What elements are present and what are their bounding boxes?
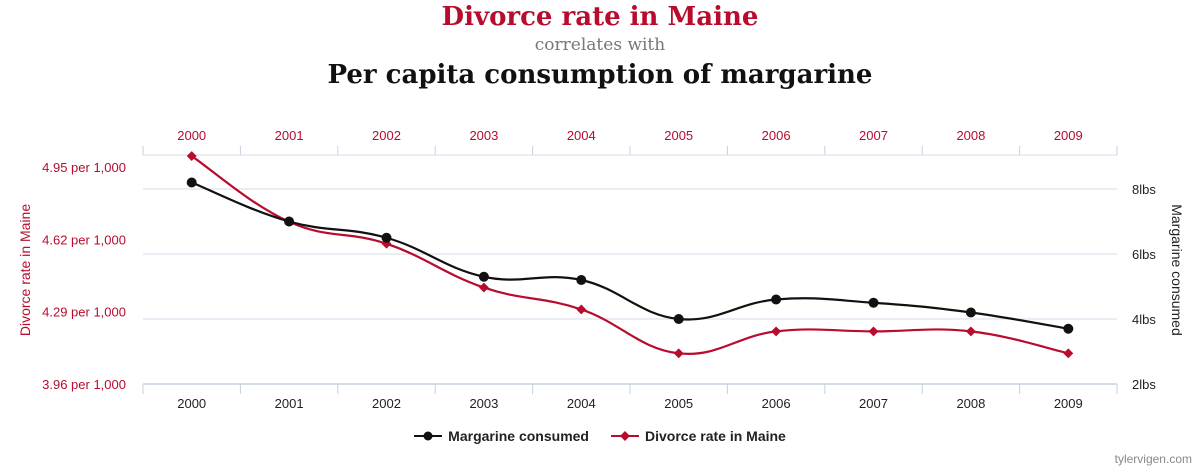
legend-divorce-marker-icon (611, 431, 639, 441)
top-x-tick-label: 2002 (372, 128, 401, 143)
chart-connector: correlates with (534, 35, 666, 55)
top-x-tick-label: 2008 (956, 128, 985, 143)
top-x-tick-label: 2003 (469, 128, 498, 143)
margarine-point (868, 297, 879, 308)
bottom-x-tick-label: 2000 (177, 396, 206, 411)
top-x-tick-label: 2000 (177, 128, 206, 143)
margarine-point (576, 275, 587, 285)
top-x-tick-label: 2004 (567, 128, 596, 143)
margarine-point (965, 307, 976, 318)
bottom-x-tick-label: 2008 (956, 396, 985, 411)
divorce-point (868, 326, 879, 337)
legend-margarine-marker-icon (414, 431, 443, 441)
margarine-point (673, 314, 684, 324)
legend-item-divorce[interactable]: Divorce rate in Maine (611, 428, 786, 444)
bottom-x-tick-label: 2005 (664, 396, 693, 411)
top-x-tick-label: 2001 (275, 128, 304, 143)
top-x-tick-label: 2007 (859, 128, 888, 143)
chart-subtitle: Per capita consumption of margarine (327, 60, 873, 90)
credit-text[interactable]: tylervigen.com (1114, 452, 1192, 466)
left-axis-title: Divorce rate in Maine (17, 204, 33, 336)
right-y-tick-label: 8lbs (1132, 182, 1156, 197)
divorce-point (673, 348, 684, 359)
margarine-point (284, 216, 295, 227)
legend-label-margarine: Margarine consumed (448, 428, 589, 444)
divorce-point (478, 282, 489, 293)
right-y-tick-label: 2lbs (1132, 377, 1156, 392)
divorce-point (186, 151, 197, 161)
bottom-x-tick-label: 2003 (469, 396, 498, 411)
top-x-tick-label: 2006 (762, 128, 791, 143)
legend-label-divorce: Divorce rate in Maine (645, 428, 786, 444)
top-x-tick-label: 2009 (1054, 128, 1083, 143)
divorce-point (576, 304, 587, 315)
left-y-tick-label: 4.29 per 1,000 (42, 305, 126, 320)
left-y-tick-label: 4.95 per 1,000 (42, 160, 126, 175)
divorce-point (965, 326, 976, 337)
margarine-point (381, 232, 392, 243)
bottom-x-tick-label: 2007 (859, 396, 888, 411)
divorce-point (1063, 348, 1074, 359)
right-y-tick-label: 6lbs (1132, 247, 1156, 262)
margarine-point (1063, 323, 1074, 334)
top-x-tick-label: 2005 (664, 128, 693, 143)
bottom-x-tick-label: 2009 (1054, 396, 1083, 411)
bottom-x-tick-label: 2001 (275, 396, 304, 411)
chart-title: Divorce rate in Maine (441, 2, 759, 32)
right-axis-title: Margarine consumed (1169, 204, 1185, 336)
left-y-tick-label: 3.96 per 1,000 (42, 377, 126, 392)
bottom-x-tick-label: 2004 (567, 396, 596, 411)
margarine-series-line (191, 181, 1069, 330)
bottom-x-tick-label: 2006 (762, 396, 791, 411)
legend-item-margarine[interactable]: Margarine consumed (414, 428, 589, 444)
left-y-tick-label: 4.62 per 1,000 (42, 232, 126, 247)
legend: Margarine consumed Divorce rate in Maine (0, 428, 1200, 444)
divorce-series-line (191, 155, 1069, 355)
margarine-point (771, 294, 782, 305)
bottom-x-tick-label: 2002 (372, 396, 401, 411)
margarine-point (186, 177, 197, 188)
divorce-point (771, 326, 782, 337)
right-y-tick-label: 4lbs (1132, 312, 1156, 327)
margarine-point (478, 271, 489, 282)
